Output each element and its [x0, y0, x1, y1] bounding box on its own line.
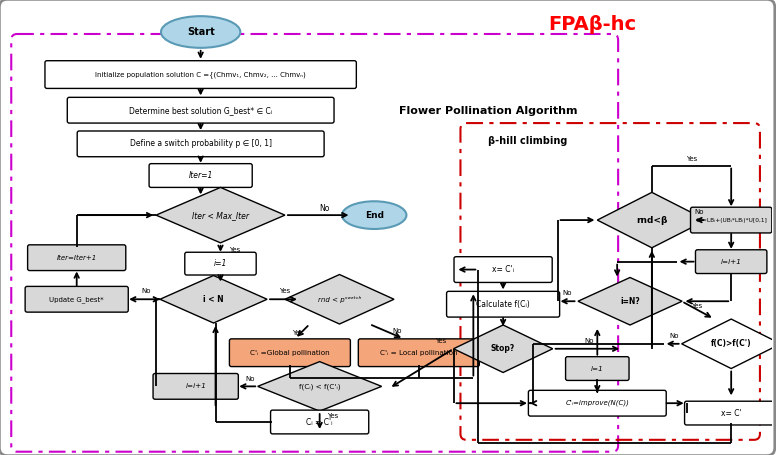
Text: x= C': x= C' [721, 409, 742, 418]
Polygon shape [578, 278, 682, 325]
Text: Calculate f(Cᵢ): Calculate f(Cᵢ) [476, 300, 530, 308]
Ellipse shape [161, 16, 241, 48]
Text: f(Cᵢ) < f(C'ᵢ): f(Cᵢ) < f(C'ᵢ) [299, 383, 341, 389]
FancyBboxPatch shape [684, 401, 776, 425]
FancyBboxPatch shape [566, 357, 629, 380]
FancyBboxPatch shape [153, 374, 238, 399]
FancyBboxPatch shape [68, 97, 334, 123]
Polygon shape [453, 325, 553, 373]
Text: FPAβ-hc: FPAβ-hc [549, 15, 636, 34]
Text: No: No [141, 288, 151, 294]
Polygon shape [258, 362, 382, 411]
Text: C'ᵢ=LBᵢ+(UBᵢ*LBᵢ)*U[0,1]: C'ᵢ=LBᵢ+(UBᵢ*LBᵢ)*U[0,1] [695, 217, 767, 222]
Text: No: No [392, 328, 402, 334]
Text: Cᵢ = C'ᵢ: Cᵢ = C'ᵢ [307, 418, 333, 426]
Text: Define a switch probability p ∈ [0, 1]: Define a switch probability p ∈ [0, 1] [130, 139, 272, 148]
Ellipse shape [342, 201, 407, 229]
Text: No: No [695, 209, 704, 215]
Text: No: No [584, 338, 594, 344]
Text: i=i+1: i=i+1 [721, 258, 742, 265]
Text: No: No [563, 290, 573, 296]
FancyBboxPatch shape [528, 390, 667, 416]
Text: Start: Start [187, 27, 214, 37]
Polygon shape [598, 192, 706, 248]
Text: rnd<β: rnd<β [636, 216, 667, 225]
FancyBboxPatch shape [28, 245, 126, 271]
Text: Stop?: Stop? [491, 344, 515, 353]
FancyBboxPatch shape [691, 207, 772, 233]
Text: rnd < pˢʷᵉᵗᶜʰ: rnd < pˢʷᵉᵗᶜʰ [318, 296, 361, 303]
Text: Initialize population solution C ={(Chmv₁, Chmv₂, ... Chmvₙ): Initialize population solution C ={(Chmv… [95, 71, 306, 78]
Polygon shape [681, 319, 776, 369]
Text: Iter=Iter+1: Iter=Iter+1 [57, 255, 97, 261]
Text: No: No [320, 204, 330, 212]
Text: Determine best solution G_best* ∈ Cᵢ: Determine best solution G_best* ∈ Cᵢ [129, 106, 272, 115]
Text: No: No [669, 333, 678, 339]
Text: Yes: Yes [229, 247, 240, 253]
Polygon shape [160, 276, 267, 323]
Text: C'ᵢ =Global pollination: C'ᵢ =Global pollination [250, 350, 330, 356]
Text: β-hill climbing: β-hill climbing [488, 136, 567, 146]
Text: i=i+1: i=i+1 [185, 384, 206, 389]
Text: Yes: Yes [691, 303, 702, 309]
FancyBboxPatch shape [446, 291, 559, 317]
Text: i < N: i < N [203, 295, 223, 304]
FancyBboxPatch shape [149, 164, 252, 187]
Text: Flower Pollination Algorithm: Flower Pollination Algorithm [399, 106, 577, 116]
Text: Iter=1: Iter=1 [189, 171, 213, 180]
Text: i=N?: i=N? [620, 297, 640, 306]
FancyBboxPatch shape [25, 286, 128, 312]
Text: x= C'ᵢ: x= C'ᵢ [492, 265, 514, 274]
Text: i=1: i=1 [214, 259, 227, 268]
FancyBboxPatch shape [695, 250, 767, 273]
Text: Yes: Yes [686, 156, 697, 162]
Polygon shape [285, 274, 394, 324]
Text: Yes: Yes [279, 288, 290, 294]
FancyBboxPatch shape [185, 252, 256, 275]
Text: f(C)>f(C'): f(C)>f(C') [711, 339, 751, 349]
FancyBboxPatch shape [45, 61, 356, 88]
Text: End: End [365, 211, 383, 220]
Text: Yes: Yes [293, 330, 303, 336]
FancyBboxPatch shape [77, 131, 324, 157]
Text: No: No [245, 376, 255, 383]
Text: Iter < Max_Iter: Iter < Max_Iter [192, 211, 249, 220]
Polygon shape [156, 187, 285, 243]
Text: C'ᵢ=improve(N(C)): C'ᵢ=improve(N(C)) [566, 400, 629, 406]
FancyBboxPatch shape [454, 257, 553, 283]
Text: i=1: i=1 [591, 365, 604, 372]
Text: Update G_best*: Update G_best* [50, 296, 104, 303]
FancyBboxPatch shape [359, 339, 480, 367]
FancyBboxPatch shape [230, 339, 351, 367]
Text: Yes: Yes [435, 338, 446, 344]
FancyBboxPatch shape [271, 410, 369, 434]
Text: C'ᵢ = Local pollination: C'ᵢ = Local pollination [380, 350, 458, 356]
Text: Yes: Yes [327, 413, 338, 419]
